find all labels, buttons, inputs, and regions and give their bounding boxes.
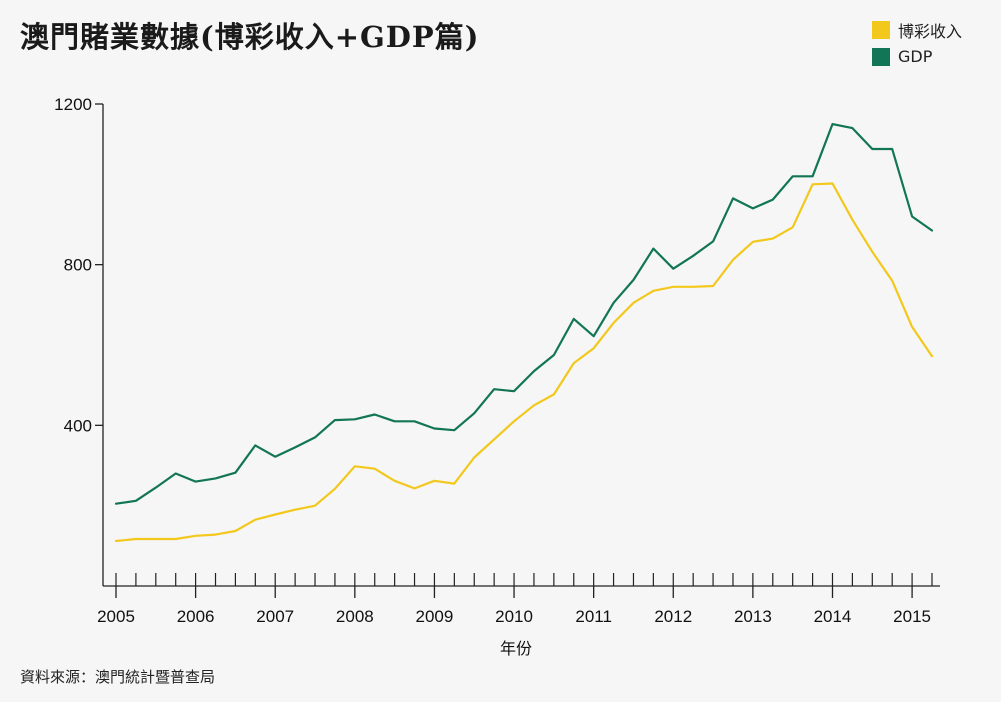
x-tick-label: 2010: [495, 607, 533, 626]
x-tick-label: 2005: [97, 607, 135, 626]
series-line-gaming: [114, 182, 934, 543]
legend-item-gdp: GDP: [872, 43, 962, 70]
legend-swatch-gaming: [872, 20, 890, 39]
x-tick-label: 2014: [814, 607, 852, 626]
y-tick-label: 400: [64, 416, 92, 435]
chart-axes: 400 800 1200 2005 2006 2007 2008 2009 2010 2011 20…: [54, 95, 940, 626]
x-tick-label: 2012: [654, 607, 692, 626]
source-note: 資料來源：澳門統計暨普查局: [20, 668, 216, 686]
chart-lines: [114, 122, 934, 543]
x-tick-label: 2007: [256, 607, 294, 626]
series-line-gdp: [114, 122, 934, 505]
y-tick-label: 1200: [54, 95, 92, 114]
legend-swatch-gdp: [872, 47, 890, 66]
legend: 博彩收入 GDP: [872, 16, 962, 70]
legend-label-gaming: 博彩收入: [898, 21, 963, 41]
x-tick-label: 2008: [336, 607, 374, 626]
x-tick-label: 2006: [177, 607, 215, 626]
x-axis-label: 年份: [500, 639, 532, 658]
y-tick-label: 800: [64, 256, 92, 275]
legend-label-gdp: GDP: [898, 47, 933, 66]
x-tick-label: 2011: [575, 607, 612, 626]
legend-item-gaming: 博彩收入: [872, 16, 962, 43]
x-tick-label: 2009: [416, 607, 454, 626]
chart-title: 澳門賭業數據(博彩收入+GDP篇): [20, 20, 480, 54]
x-tick-label: 2013: [734, 607, 772, 626]
x-tick-label: 2015: [893, 607, 931, 626]
